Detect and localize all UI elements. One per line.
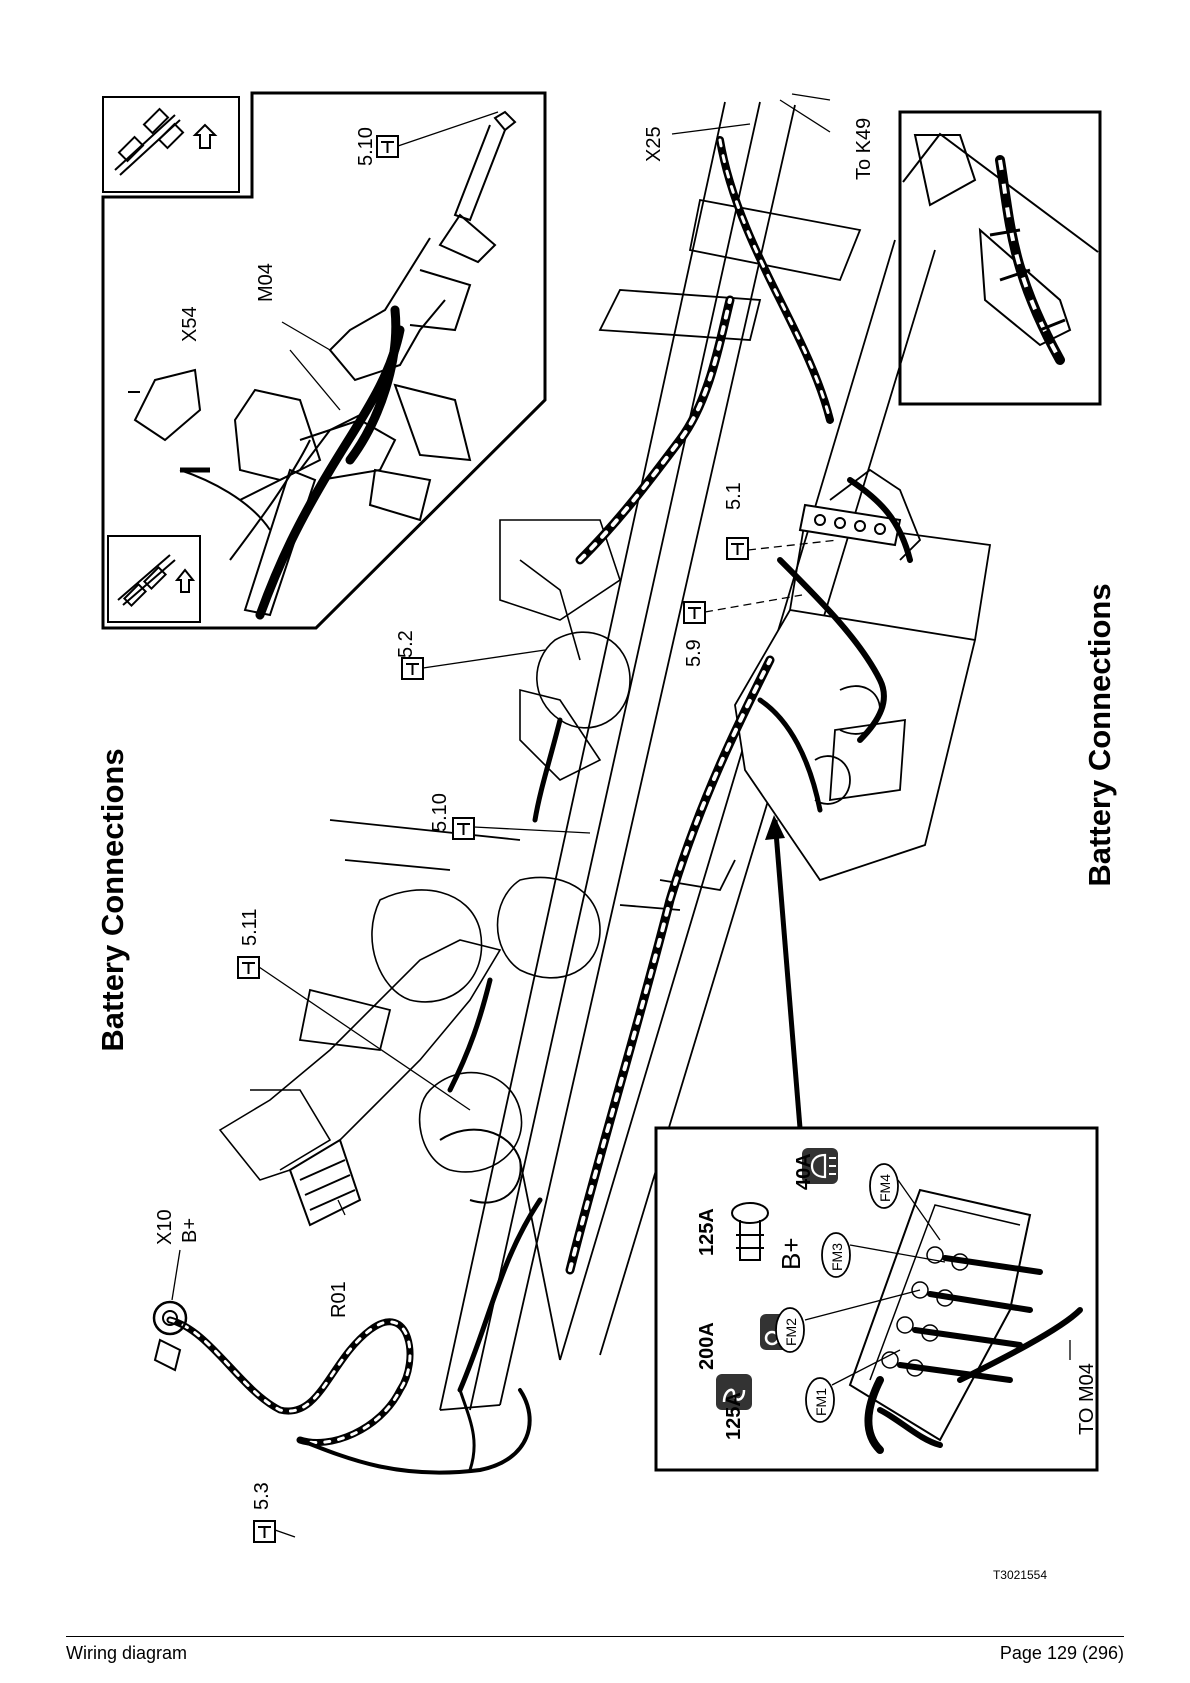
callout-5-2: 5.2: [395, 630, 417, 658]
fm4-label: FM4: [877, 1174, 893, 1202]
fm1-label: FM1: [813, 1388, 829, 1416]
callout-5-10-top: 5.10: [355, 127, 377, 166]
b-plus-harness: [152, 1300, 532, 1475]
r01-heater: [288, 1128, 522, 1227]
pointer-arrow: [765, 815, 803, 1129]
main-cables: [447, 136, 913, 1472]
torque-icon-5-2: [401, 657, 424, 680]
torque-icon-5-9: [683, 601, 706, 624]
callout-5-9: 5.9: [683, 639, 705, 667]
glow-heater-icon: [716, 1374, 752, 1410]
b-plus-stud-icon: [731, 1202, 769, 1261]
connector-x54: X54: [179, 306, 201, 342]
torque-icon-5-11: [237, 956, 260, 979]
footer-doc-title: Wiring diagram: [66, 1643, 188, 1663]
fm3-circle: [821, 1232, 851, 1278]
fuse-box-inset: [654, 1126, 1099, 1472]
connector-x10: X10: [154, 1209, 176, 1245]
connector-m04: M04: [255, 263, 277, 302]
footer-page-number: Page 129 (296): [999, 1643, 1124, 1663]
connector-to-k49: To K49: [853, 118, 875, 180]
heading-left: Battery Connections: [95, 748, 130, 1051]
torque-tool-icon: [237, 135, 749, 1543]
fm4-circle: [869, 1163, 899, 1209]
connector-r01: R01: [328, 1281, 350, 1318]
fuse-rating-fm3: 125A: [696, 1208, 718, 1256]
callout-5-11: 5.11: [239, 909, 261, 946]
leader-lines: [171, 93, 839, 1538]
image-code: T3021554: [993, 1568, 1047, 1582]
callout-5-10-mid: 5.10: [429, 793, 451, 832]
engine-block: [218, 519, 631, 1181]
fuse-rating-fm1: 125A: [723, 1392, 745, 1440]
fuse-b-plus-label: B+: [776, 1237, 806, 1270]
view-orientation-icon-bottom: [117, 554, 196, 608]
fm3-label: FM3: [829, 1243, 845, 1271]
callout-5-1: 5.1: [723, 482, 745, 510]
fm1-circle: [805, 1377, 835, 1423]
connector-x25: X25: [643, 126, 665, 162]
callout-5-3: 5.3: [251, 1482, 273, 1510]
fuse-bar: [798, 503, 902, 547]
torque-icon-5-10-top: [376, 135, 399, 158]
view-orientation-icon-top: [114, 107, 218, 176]
lamp-icon: [802, 1148, 838, 1184]
connector-to-m04: TO M04: [1076, 1363, 1098, 1435]
battery-box: [734, 468, 992, 882]
fuse-rating-fm4: 40A: [793, 1153, 815, 1190]
fm-leaders: [804, 1179, 1071, 1386]
torque-icon-5-1: [726, 537, 749, 560]
top-inset: [101, 91, 547, 630]
fm2-label: FM2: [783, 1318, 799, 1346]
fm-labels: [775, 1163, 899, 1423]
torque-icon-5-10-mid: [452, 817, 475, 840]
fuse-rating-fm2: 200A: [696, 1322, 718, 1370]
clip-detail-inset: [898, 110, 1102, 406]
torque-icon-5-3: [253, 1520, 276, 1543]
heading-right: Battery Connections: [1082, 583, 1117, 886]
page-footer: Wiring diagram Page 129 (296): [66, 1636, 1124, 1663]
connector-x10-b-plus: B+: [179, 1218, 201, 1243]
fm2-circle: [775, 1307, 805, 1353]
